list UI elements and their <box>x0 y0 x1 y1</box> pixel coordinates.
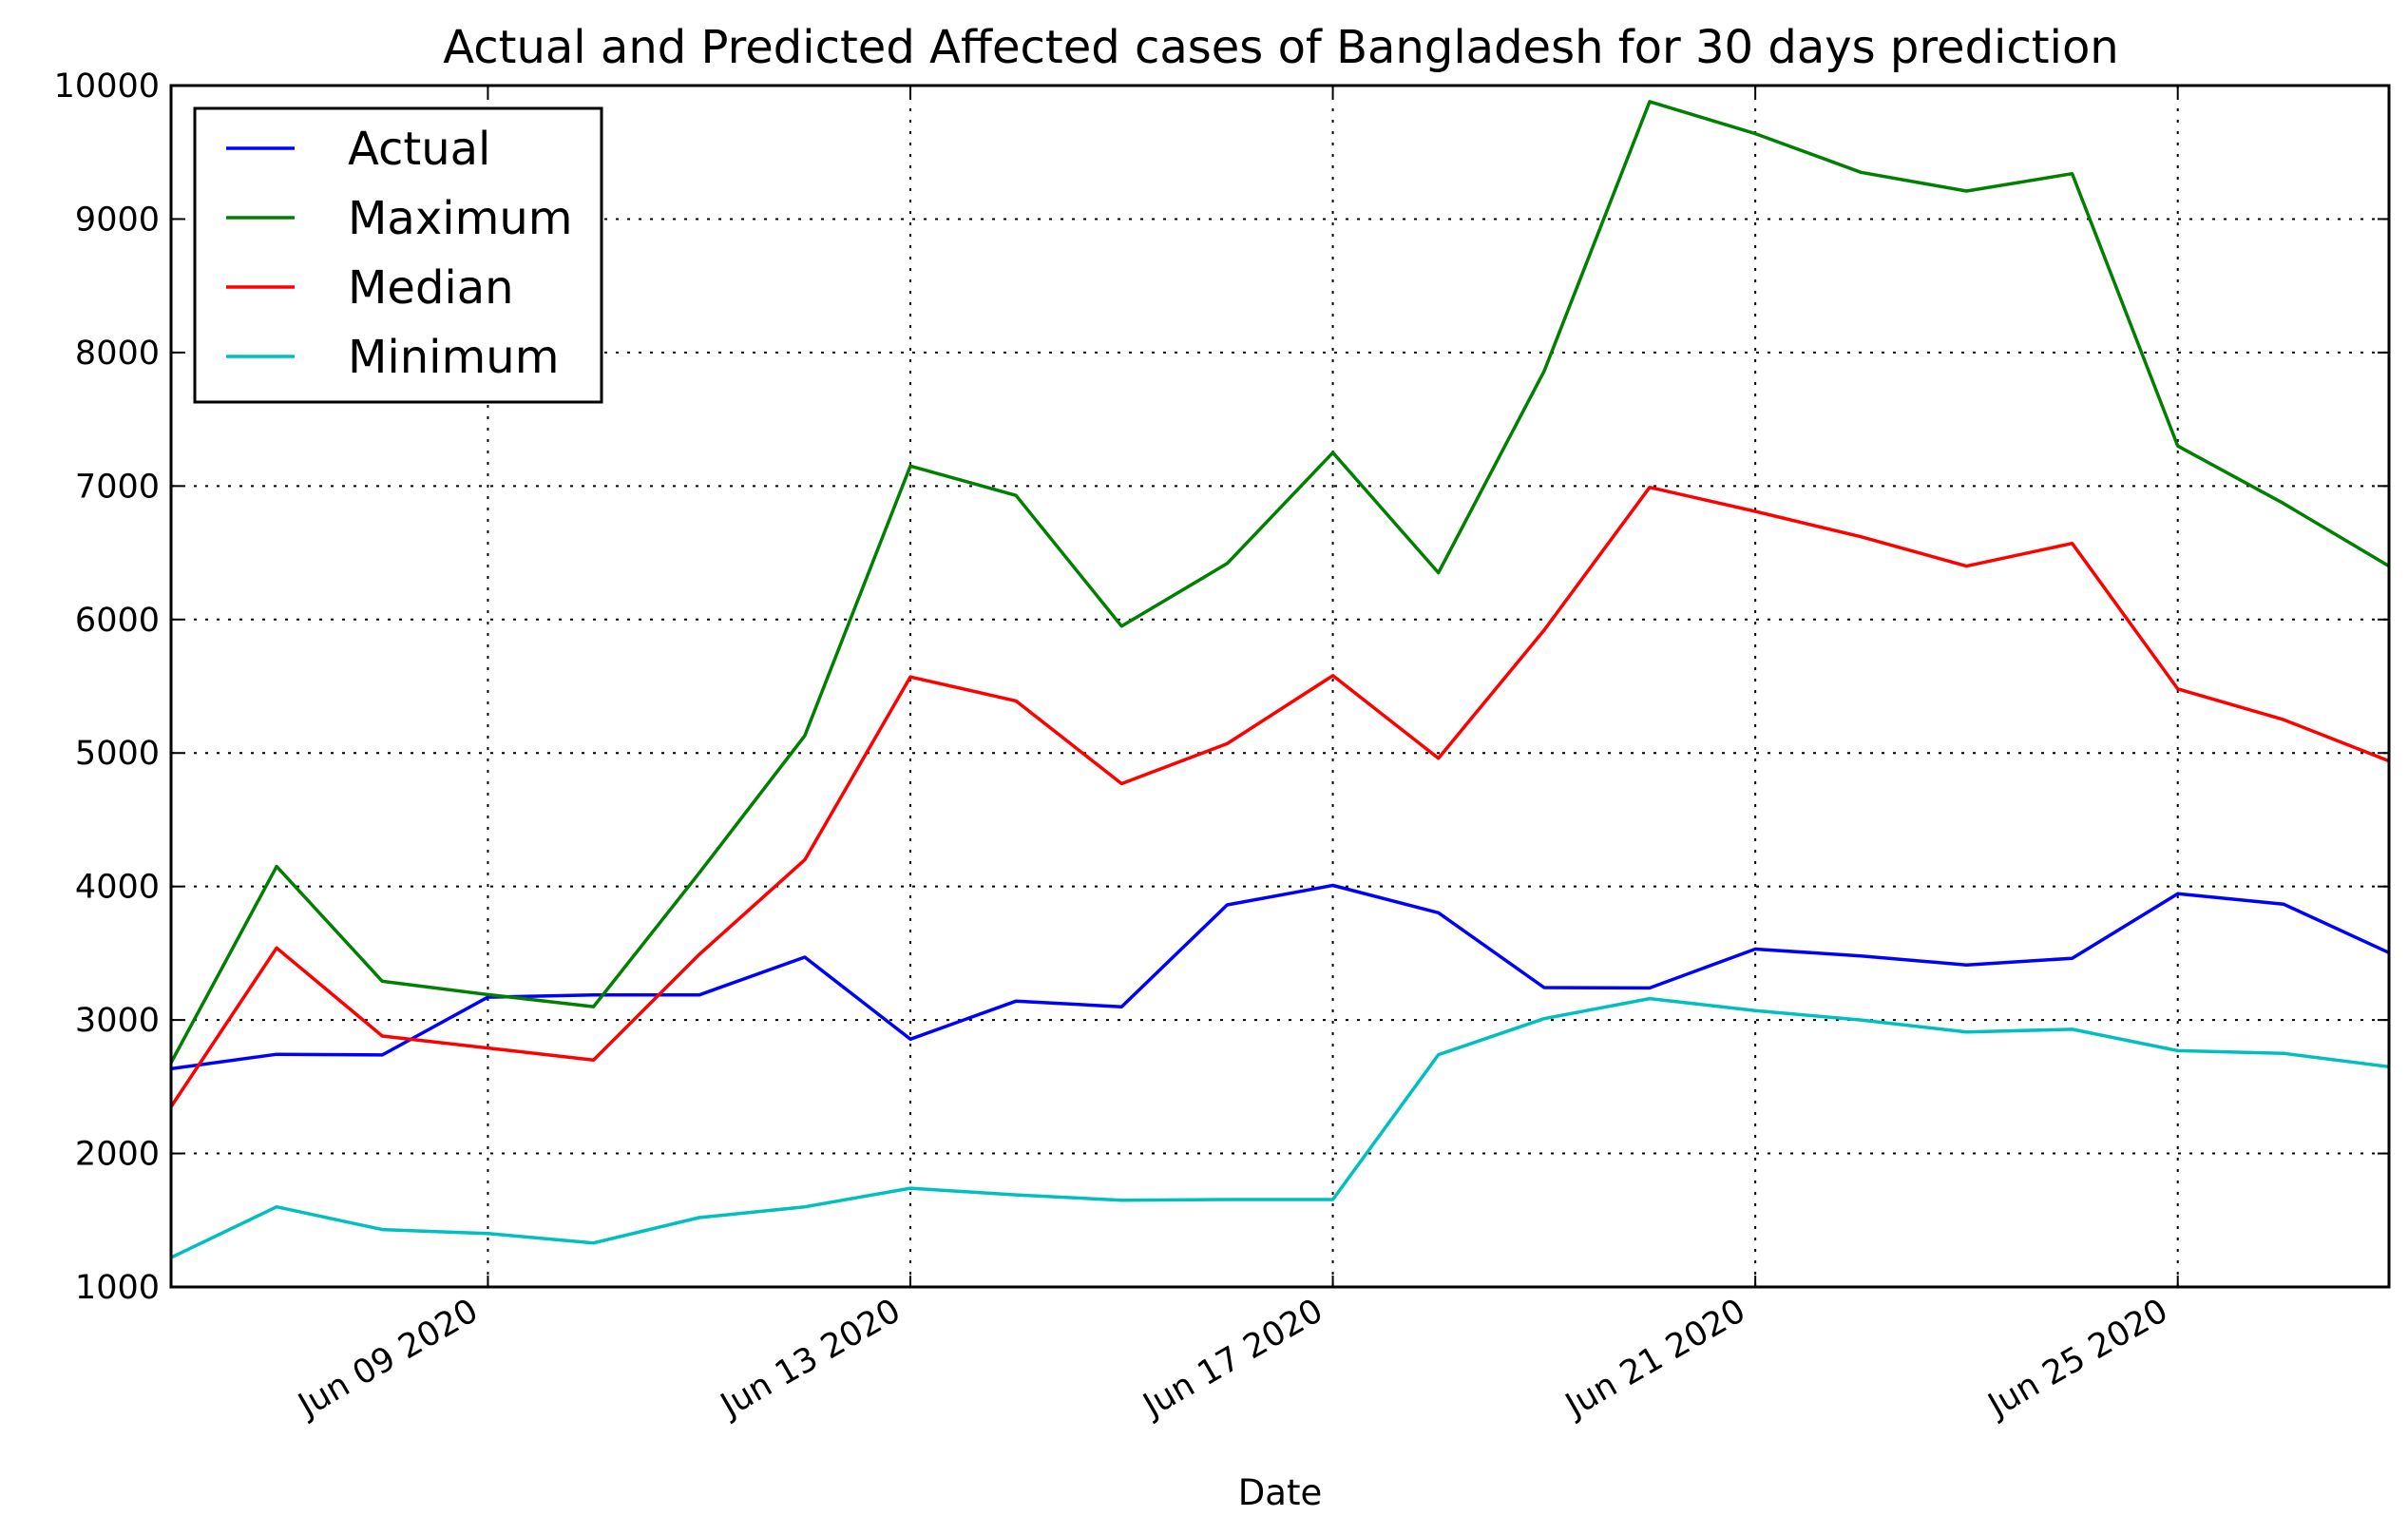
plot-frame <box>169 84 2391 1289</box>
y-tick-label: 9000 <box>75 201 160 239</box>
legend-box <box>193 106 603 404</box>
y-tick-label: 6000 <box>75 602 160 640</box>
y-tick-label: 5000 <box>75 735 160 773</box>
y-tick-label: 4000 <box>75 869 160 907</box>
chart-title: Actual and Predicted Affected cases of B… <box>443 21 2118 74</box>
legend-label-actual: Actual <box>348 123 490 176</box>
y-tick-label: 1000 <box>75 1269 160 1307</box>
y-tick-label: 10000 <box>54 67 160 106</box>
y-axis-ticks: 1000 2000 3000 4000 5000 6000 7000 8000 9000 1000… <box>54 67 2389 1307</box>
legend-label-minimum: Minimum <box>348 331 559 384</box>
series-lines <box>169 100 2390 1259</box>
series-line-minimum <box>170 996 2390 1259</box>
series-line-median <box>169 485 2390 1108</box>
y-tick-label: 8000 <box>75 335 160 373</box>
legend-label-maximum: Maximum <box>348 192 573 245</box>
x-tick-label: Jun 13 2020 <box>713 1292 907 1426</box>
y-tick-label: 3000 <box>75 1002 160 1040</box>
grid <box>171 86 2389 1287</box>
series-line-actual <box>170 883 2390 1071</box>
legend-items: Actual Maximum Median Minimum <box>226 123 573 384</box>
series-line-maximum <box>169 100 2390 1064</box>
legend-label-median: Median <box>348 261 514 315</box>
legend: Actual Maximum Median Minimum <box>193 106 603 404</box>
x-tick-label: Jun 25 2020 <box>1980 1292 2174 1426</box>
x-tick-label: Jun 09 2020 <box>291 1292 485 1426</box>
x-tick-label: Jun 17 2020 <box>1136 1292 1329 1426</box>
x-tick-label: Jun 21 2020 <box>1558 1292 1752 1426</box>
y-tick-label: 2000 <box>75 1136 160 1174</box>
y-tick-label: 7000 <box>75 468 160 506</box>
x-axis-label: Date <box>1238 1472 1322 1513</box>
